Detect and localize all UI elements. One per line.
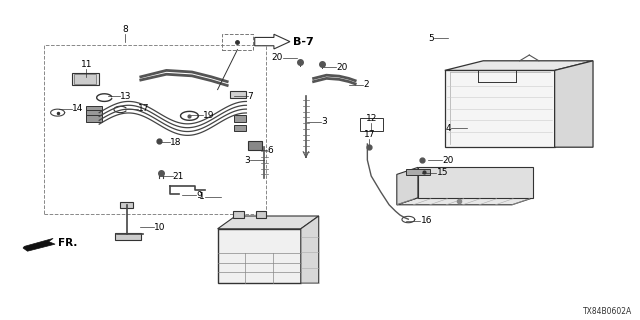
Text: 7: 7: [248, 92, 253, 100]
Bar: [445, 70, 555, 147]
Text: 3: 3: [244, 156, 250, 164]
Bar: [86, 106, 102, 112]
Bar: [234, 125, 246, 131]
Bar: [406, 169, 430, 175]
Text: 17: 17: [364, 130, 375, 139]
Bar: [222, 34, 253, 50]
Text: 15: 15: [436, 168, 448, 177]
Polygon shape: [23, 238, 55, 251]
Text: FR.: FR.: [58, 238, 77, 248]
Text: TX84B0602A: TX84B0602A: [583, 307, 632, 316]
Text: 11: 11: [81, 60, 92, 69]
Text: 6: 6: [267, 146, 273, 155]
Text: 16: 16: [420, 216, 432, 225]
Bar: [234, 115, 246, 122]
Bar: [218, 229, 301, 283]
Bar: [248, 141, 262, 150]
Text: 14: 14: [72, 104, 83, 113]
Text: 9: 9: [196, 191, 202, 200]
Polygon shape: [397, 167, 418, 205]
Text: 1: 1: [199, 192, 205, 201]
Bar: [86, 115, 102, 122]
Text: 17: 17: [138, 104, 149, 113]
Bar: [360, 118, 383, 131]
Bar: [256, 211, 266, 218]
Text: 20: 20: [442, 156, 454, 164]
Text: 18: 18: [170, 138, 182, 147]
Bar: [86, 110, 102, 117]
Bar: [72, 73, 99, 85]
Bar: [115, 233, 141, 240]
Polygon shape: [397, 198, 533, 205]
Text: 19: 19: [203, 111, 214, 120]
Text: 4: 4: [445, 124, 451, 132]
Text: 21: 21: [173, 172, 184, 180]
Polygon shape: [255, 34, 290, 49]
Bar: [74, 74, 96, 84]
Polygon shape: [301, 216, 319, 283]
Text: 10: 10: [154, 223, 165, 232]
Bar: [74, 74, 98, 83]
Bar: [230, 91, 246, 98]
Text: 3: 3: [321, 117, 327, 126]
Polygon shape: [555, 61, 593, 147]
Bar: [44, 45, 266, 214]
Text: 8: 8: [122, 25, 127, 34]
Polygon shape: [445, 61, 593, 70]
Text: 20: 20: [271, 53, 283, 62]
Text: 5: 5: [428, 34, 434, 43]
Text: 12: 12: [365, 114, 377, 123]
Bar: [234, 211, 244, 218]
Bar: [120, 202, 133, 208]
Text: 2: 2: [363, 80, 369, 89]
Polygon shape: [418, 167, 533, 198]
Text: 13: 13: [120, 92, 132, 100]
Text: 20: 20: [336, 63, 348, 72]
Text: B-7: B-7: [293, 36, 314, 47]
Polygon shape: [218, 216, 319, 229]
Bar: [76, 76, 95, 81]
